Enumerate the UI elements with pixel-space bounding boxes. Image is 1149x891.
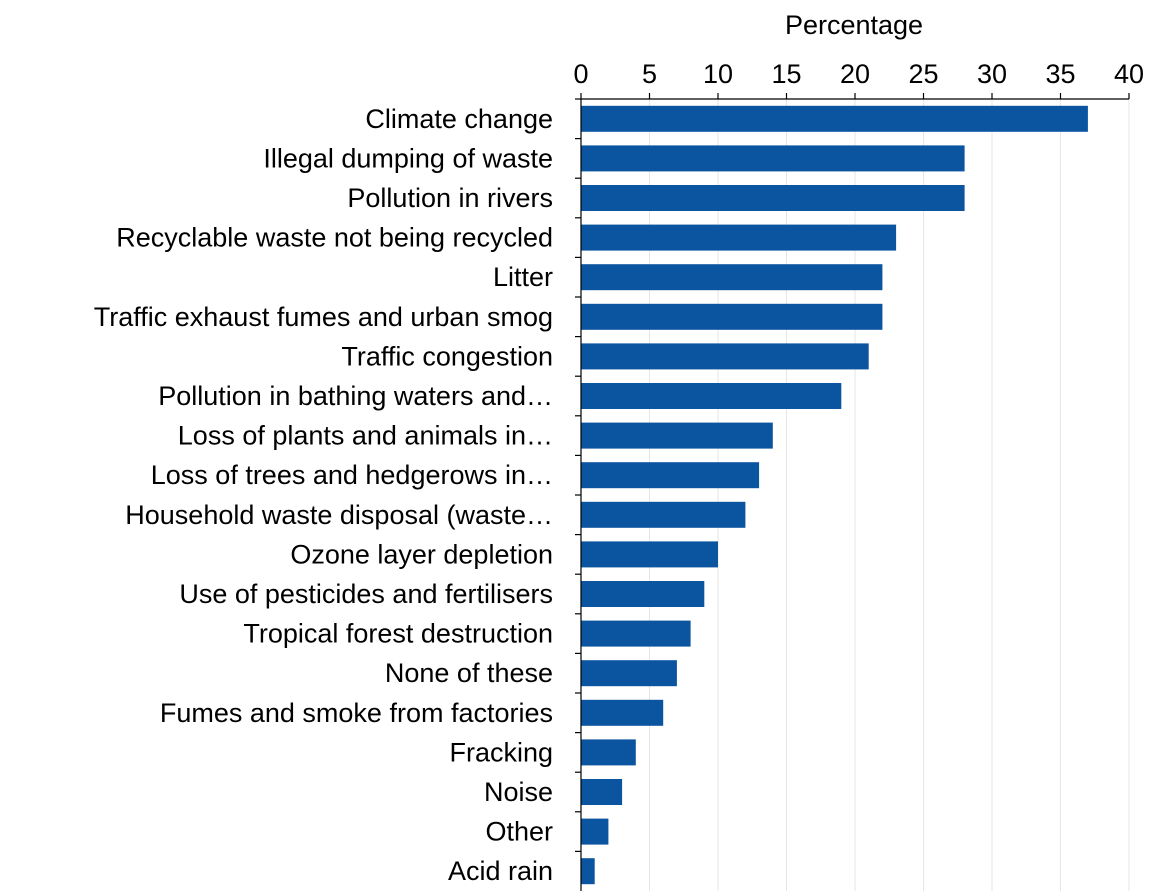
category-label: Traffic congestion: [341, 341, 553, 371]
gridlines: [649, 99, 1130, 891]
category-label: Illegal dumping of waste: [263, 143, 553, 173]
category-label: Household waste disposal (waste…: [125, 500, 553, 530]
category-label: Use of pesticides and fertilisers: [179, 579, 553, 609]
category-label: Pollution in bathing waters and…: [158, 381, 553, 411]
bar: [581, 581, 705, 607]
bar: [581, 818, 609, 845]
bar: [581, 779, 623, 805]
bar: [581, 620, 691, 647]
x-tick-label: 20: [840, 59, 870, 89]
category-label: Pollution in rivers: [347, 183, 553, 213]
x-tick-label: 25: [908, 59, 938, 89]
x-axis-ticks: 0 5 10 15 20 25 30 35 40: [573, 59, 1144, 99]
bars: [581, 105, 1088, 885]
x-tick-label: 40: [1114, 59, 1144, 89]
bar: [581, 224, 897, 251]
category-label: Litter: [493, 262, 553, 292]
category-label: Recyclable waste not being recycled: [116, 223, 553, 253]
category-label: Acid rain: [448, 856, 553, 886]
bar: [581, 660, 677, 687]
category-label: Fumes and smoke from factories: [160, 698, 553, 728]
category-label: Loss of trees and hedgerows in…: [151, 460, 553, 490]
bar: [581, 105, 1088, 132]
bar: [581, 422, 773, 449]
bar: [581, 501, 746, 528]
bar: [581, 264, 883, 291]
bar: [581, 383, 842, 409]
bar: [581, 185, 965, 211]
category-label: None of these: [385, 658, 553, 688]
x-axis-title: Percentage: [785, 10, 923, 40]
bar: [581, 462, 760, 489]
bar: [581, 739, 636, 766]
x-tick-label: 5: [642, 59, 657, 89]
x-tick-label: 0: [573, 59, 588, 89]
bar: [581, 343, 869, 370]
category-label: Fracking: [449, 737, 553, 767]
category-label: Climate change: [365, 104, 553, 134]
bar: [581, 699, 664, 726]
x-tick-label: 15: [771, 59, 801, 89]
bar: [581, 145, 965, 172]
bar: [581, 303, 883, 330]
category-labels: Climate change Illegal dumping of waste Po…: [94, 104, 553, 886]
category-label: Ozone layer depletion: [290, 539, 553, 569]
x-tick-label: 30: [977, 59, 1007, 89]
axes: [575, 98, 1129, 891]
x-tick-label: 10: [703, 59, 733, 89]
bar: [581, 541, 718, 568]
category-label: Traffic exhaust fumes and urban smog: [94, 302, 553, 332]
bar: [581, 858, 595, 885]
category-label: Loss of plants and animals in…: [178, 421, 553, 451]
category-label: Tropical forest destruction: [243, 619, 553, 649]
category-label: Noise: [484, 777, 553, 807]
x-tick-label: 35: [1045, 59, 1075, 89]
category-label: Other: [485, 817, 553, 847]
